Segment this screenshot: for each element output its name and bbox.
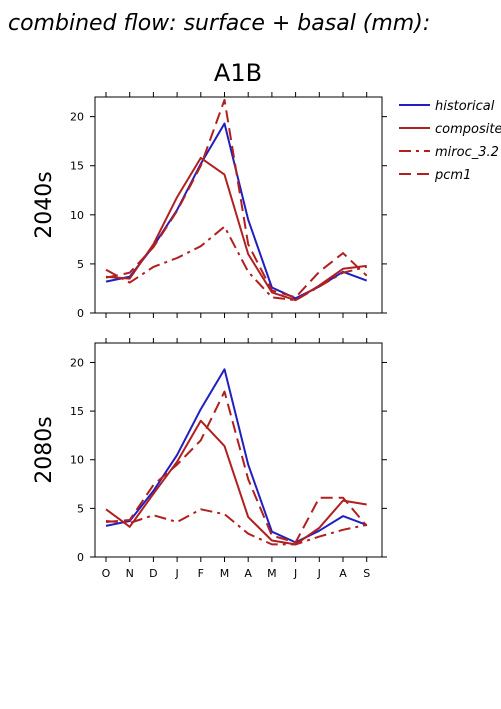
x-tick-label: M [267,567,277,580]
y-tick-label: 0 [77,307,84,320]
plot-frame [94,96,383,314]
legend-label-historical: historical [435,99,495,114]
y-tick-label: 20 [70,111,84,124]
x-tick-label: O [102,567,111,580]
plot-frame [94,342,383,558]
series-line-miroc-3-2 [105,225,367,302]
x-tick-label: A [244,567,252,580]
series-line-pcm1 [105,98,368,299]
x-tick-label: F [198,567,204,580]
series-line-composite [105,156,367,302]
x-tick-label: J [317,567,321,580]
series-line-pcm1 [105,390,368,544]
series-line-composite [105,419,367,546]
x-tick-label: J [174,567,178,580]
legend-label-miroc-3-2: miroc_3.2 [435,145,499,160]
x-tick-label: J [293,567,297,580]
y-tick-label: 15 [70,160,84,173]
x-tick-label: N [126,567,134,580]
series-line-historical [105,368,368,544]
row-label-2040s: 2040s [32,171,57,238]
y-tick-label: 15 [70,405,84,418]
legend: historical composite miroc_3.2 pcm1 [399,99,501,183]
x-tick-label: S [363,567,370,580]
x-tick-label: A [339,567,347,580]
y-tick-label: 5 [77,502,84,515]
y-tick-label: 10 [70,454,84,467]
y-tick-label: 10 [70,209,84,222]
chart-panel-2080s: 0 5 10 15 20 O N D J F M A M J J A S 2080s [32,338,387,580]
figure-title: A1B [214,59,262,87]
legend-label-pcm1: pcm1 [434,168,471,183]
x-tick-label: M [220,567,230,580]
legend-label-composite: composite [435,122,501,137]
x-tick-label: D [149,567,157,580]
series-line-miroc-3-2 [105,508,367,546]
y-tick-label: 5 [77,258,84,271]
chart-panels: 0 5 10 15 20 2040s 0 5 10 15 20 O N D J F M A M J J A S 2080s [32,92,387,580]
row-label-2080s: 2080s [32,416,57,483]
figure-suptitle: combined flow: surface + basal (mm): [8,11,430,36]
y-tick-label: 20 [70,356,84,369]
y-tick-label: 0 [77,551,84,564]
chart-panel-2040s: 0 5 10 15 20 2040s [32,92,387,320]
